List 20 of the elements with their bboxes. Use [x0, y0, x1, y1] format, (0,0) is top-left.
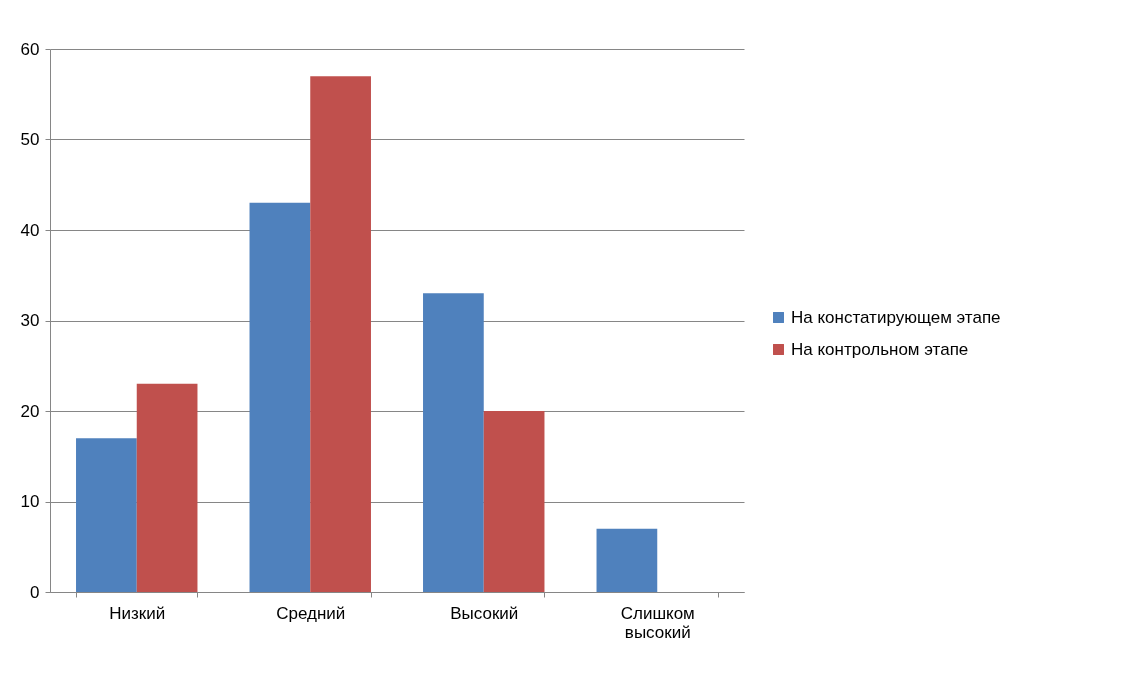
bar: [483, 411, 545, 592]
y-tick-label: 0: [30, 582, 40, 602]
y-tick-label: 40: [20, 220, 40, 240]
bar: [249, 202, 311, 592]
y-tick-label: 10: [20, 492, 40, 511]
x-tick-label: Средний: [276, 603, 346, 623]
x-tick-label: Высокий: [450, 603, 519, 623]
x-tick-label: Низкий: [109, 603, 166, 623]
legend-label: На контрольном этапе: [791, 339, 969, 359]
y-tick-label: 30: [20, 311, 40, 330]
legend-label: На констатирующем этапе: [791, 307, 1001, 327]
x-tick-label: Слишком высокий: [620, 603, 695, 642]
bar: [596, 528, 658, 592]
y-tick-label: 60: [20, 39, 40, 59]
bar: [76, 438, 137, 592]
bar: [423, 293, 484, 592]
y-tick-label: 20: [20, 401, 40, 421]
bar: [136, 383, 198, 592]
bar: [310, 76, 371, 592]
y-tick-label: 50: [20, 130, 40, 149]
